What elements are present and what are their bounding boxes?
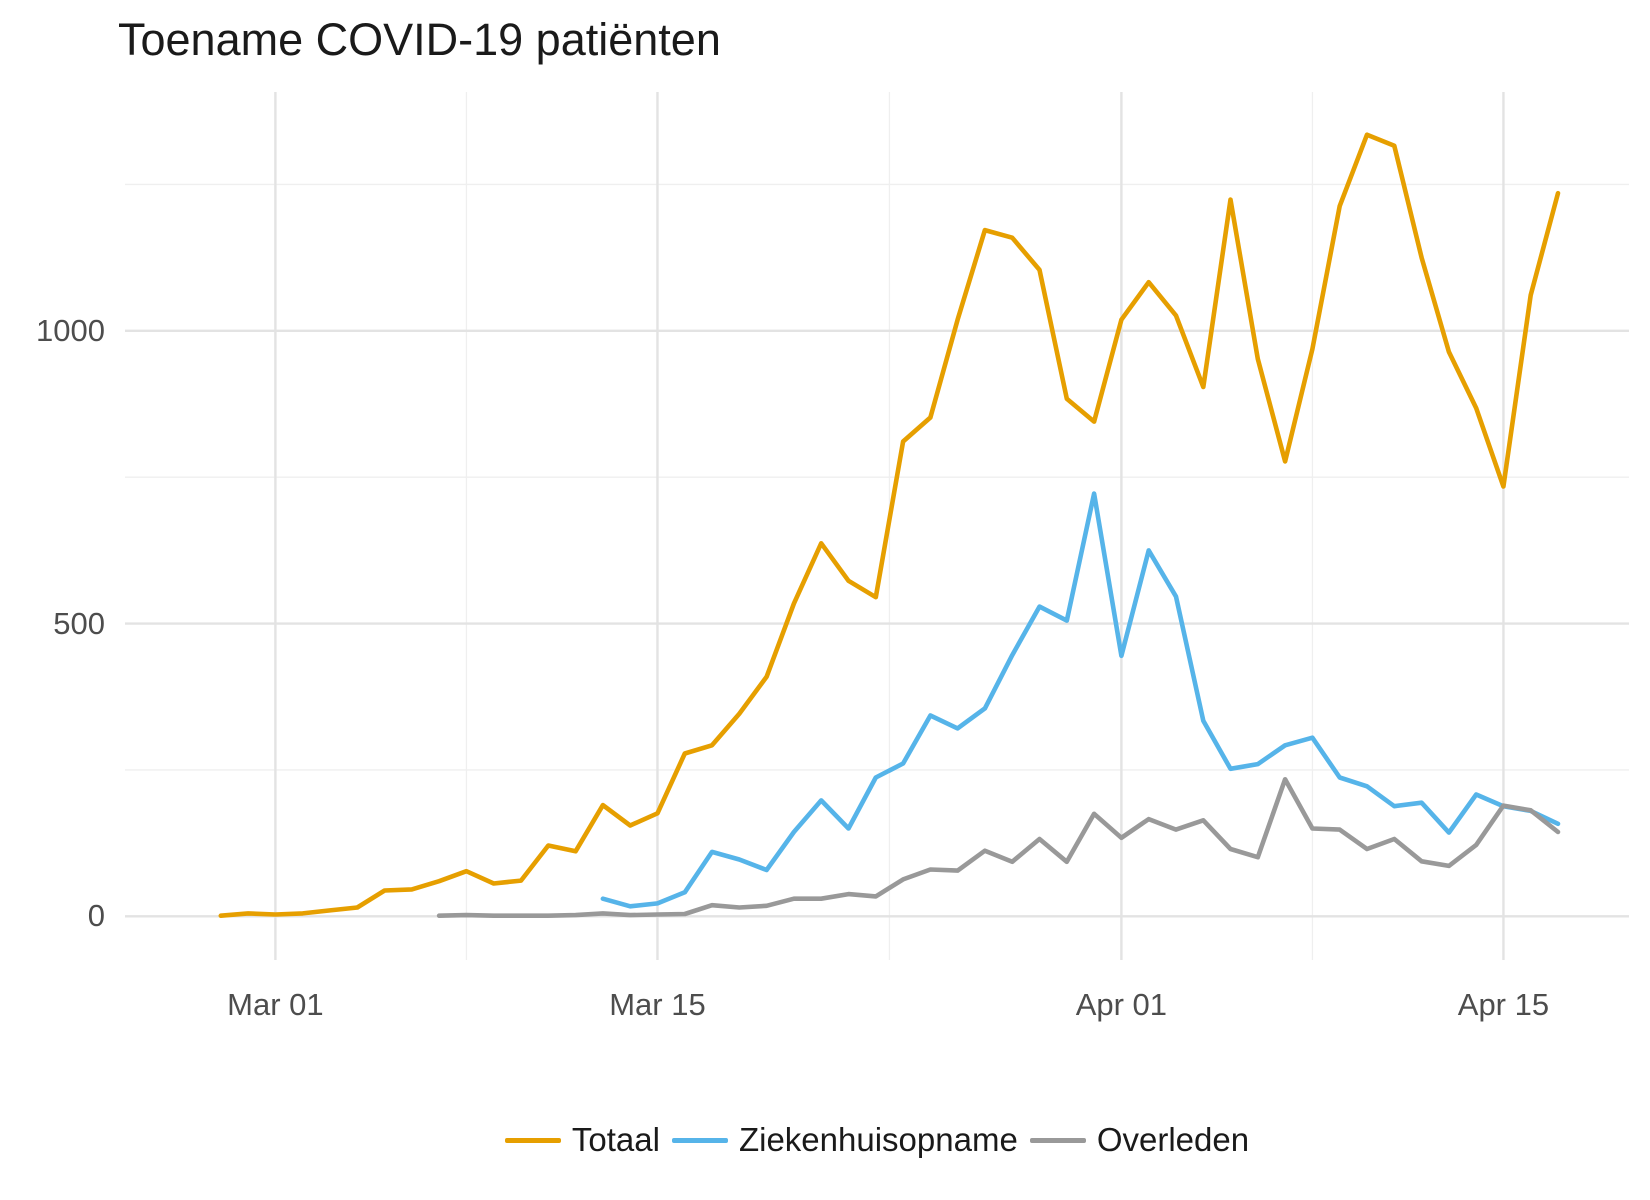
legend-item-totaal: Totaal xyxy=(504,1121,660,1159)
series-line-totaal xyxy=(218,132,1561,919)
y-tick-label: 1000 xyxy=(36,312,105,348)
series-line-overleden xyxy=(436,776,1561,919)
series-line-ziekenhuisopname xyxy=(600,491,1561,909)
legend-item-ziekenhuisopname: Ziekenhuisopname xyxy=(671,1121,1018,1159)
legend: Totaal Ziekenhuisopname Overleden xyxy=(125,1120,1629,1160)
y-tick-label: 0 xyxy=(87,898,105,934)
legend-label-overleden: Overleden xyxy=(1096,1121,1250,1158)
legend-swatch-ziekenhuisopname xyxy=(671,1137,728,1143)
legend-swatch-overleden xyxy=(1029,1137,1086,1143)
y-tick-label: 500 xyxy=(53,605,105,641)
x-tick-label: Mar 15 xyxy=(609,987,706,1022)
legend-item-overleden: Overleden xyxy=(1029,1121,1250,1159)
x-tick-label: Apr 15 xyxy=(1457,987,1550,1022)
legend-label-totaal: Totaal xyxy=(571,1121,660,1158)
x-tick-label: Mar 01 xyxy=(227,987,324,1022)
legend-swatch-totaal xyxy=(504,1137,561,1143)
legend-label-ziekenhuisopname: Ziekenhuisopname xyxy=(738,1121,1018,1158)
chart-title: Toename COVID-19 patiënten xyxy=(118,14,721,65)
x-tick-label: Apr 01 xyxy=(1075,987,1168,1022)
